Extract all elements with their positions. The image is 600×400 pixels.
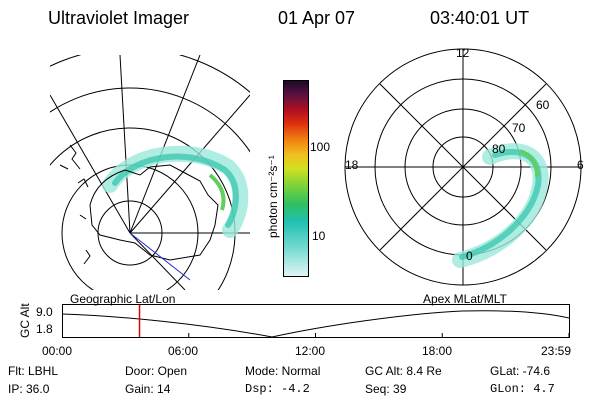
- altitude-ylabel: GC Alt: [18, 303, 32, 338]
- auroral-emission-core: [112, 153, 239, 228]
- colorbar-tick-100: 100: [310, 140, 331, 154]
- magnetic-polar-plot: [344, 48, 582, 286]
- instrument-title: Ultraviolet Imager: [48, 8, 190, 28]
- altitude-plot-frame: [62, 304, 570, 338]
- status-glat: GLat: -74.6: [490, 364, 551, 378]
- colorbar-tick-10: 10: [312, 229, 326, 243]
- mlat-label-60: 60: [536, 98, 550, 112]
- status-gain: Gain: 14: [125, 382, 171, 396]
- coastline: [89, 164, 219, 261]
- mlt-label-0: 0: [466, 249, 473, 263]
- coastline-islands: [59, 144, 91, 265]
- time-label: 03:40:01 UT: [430, 8, 530, 28]
- colorbar-unit-label: photon cm⁻²s⁻¹: [266, 155, 280, 238]
- time-tick-0000: 00:00: [42, 344, 73, 358]
- date-label: 01 Apr 07: [278, 8, 356, 28]
- geographic-map: [50, 55, 250, 290]
- status-mode: Mode: Normal: [245, 364, 321, 378]
- geographic-caption: Geographic Lat/Lon: [70, 292, 176, 306]
- status-gc-alt: GC Alt: 8.4 Re: [365, 364, 442, 378]
- meridian-line: [119, 55, 131, 234]
- mlt-label-18: 18: [345, 158, 359, 172]
- time-tick-0600: 06:00: [168, 344, 199, 358]
- auroral-emission-peak: [519, 149, 540, 178]
- meridian-line: [129, 94, 250, 234]
- altitude-ytick-bottom: 1.8: [36, 322, 53, 336]
- time-tick-1800: 18:00: [422, 344, 453, 358]
- status-door: Door: Open: [125, 364, 188, 378]
- mlat-label-70: 70: [512, 121, 526, 135]
- altitude-ytick-top: 9.0: [36, 305, 53, 319]
- status-glon: GLon: 4.7: [490, 382, 555, 396]
- lat-circle: [50, 87, 250, 153]
- spacecraft-line: [129, 232, 191, 281]
- status-ip: IP: 36.0: [8, 382, 50, 396]
- status-dsp: Dsp: -4.2: [245, 382, 310, 396]
- altitude-plot: [62, 304, 570, 338]
- mlt-line: [379, 83, 547, 251]
- auroral-emission-peak: [208, 173, 226, 211]
- mlt-label-6: 6: [577, 158, 584, 172]
- magnetic-caption: Apex MLat/MLT: [423, 292, 507, 306]
- meridian-line: [129, 55, 201, 234]
- time-tick-1200: 12:00: [295, 344, 326, 358]
- status-seq: Seq: 39: [365, 382, 407, 396]
- colorbar: [283, 80, 309, 277]
- time-tick-2359: 23:59: [541, 344, 572, 358]
- meridian-line: [129, 232, 186, 290]
- status-filter: Flt: LBHL: [8, 364, 59, 378]
- meridian-line: [50, 94, 131, 234]
- mlat-label-80: 80: [492, 142, 506, 156]
- mlt-label-12: 12: [456, 46, 470, 60]
- altitude-curve: [62, 310, 570, 338]
